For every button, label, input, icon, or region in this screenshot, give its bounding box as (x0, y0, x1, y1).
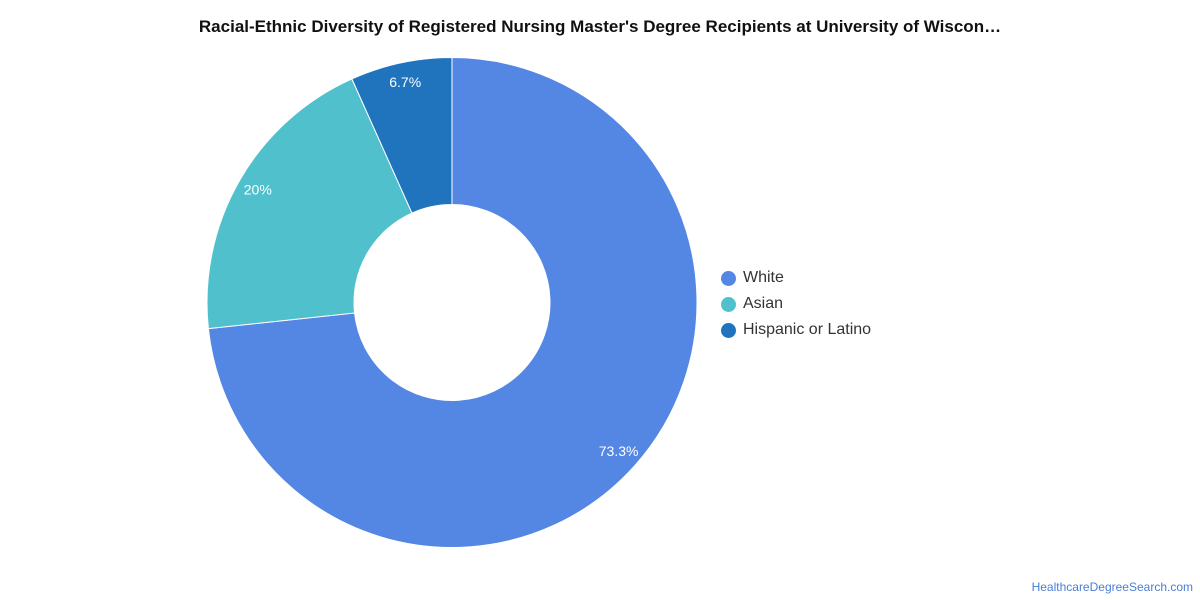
legend-item-hispanic-or-latino[interactable]: Hispanic or Latino (721, 317, 871, 343)
legend-label-asian: Asian (743, 295, 784, 312)
slice-label-white: 73.3% (599, 443, 639, 459)
legend-swatch-white (721, 270, 736, 286)
legend-swatch-asian (721, 296, 736, 312)
legend-item-white[interactable]: White (721, 265, 871, 291)
legend-item-asian[interactable]: Asian (721, 291, 871, 317)
slice-hispanic-or-latino[interactable] (351, 56, 453, 214)
chart-title: Racial-Ethnic Diversity of Registered Nu… (198, 17, 1002, 36)
source-credit-link[interactable]: HealthcareDegreeSearch.com (1031, 580, 1193, 594)
legend-label-hispanic-or-latino: Hispanic or Latino (743, 321, 872, 338)
slice-labels: 73.3% 20% 6.7% (244, 74, 639, 459)
donut-slices (206, 56, 698, 548)
slice-asian[interactable] (206, 78, 413, 330)
slice-label-hispanic-or-latino: 6.7% (389, 74, 421, 90)
legend-label-white: White (743, 269, 784, 286)
slice-white[interactable] (207, 56, 698, 548)
legend: White Asian Hispanic or Latino (721, 265, 871, 343)
legend-swatch-hispanic-or-latino (721, 322, 736, 338)
slice-label-asian: 20% (244, 182, 272, 198)
